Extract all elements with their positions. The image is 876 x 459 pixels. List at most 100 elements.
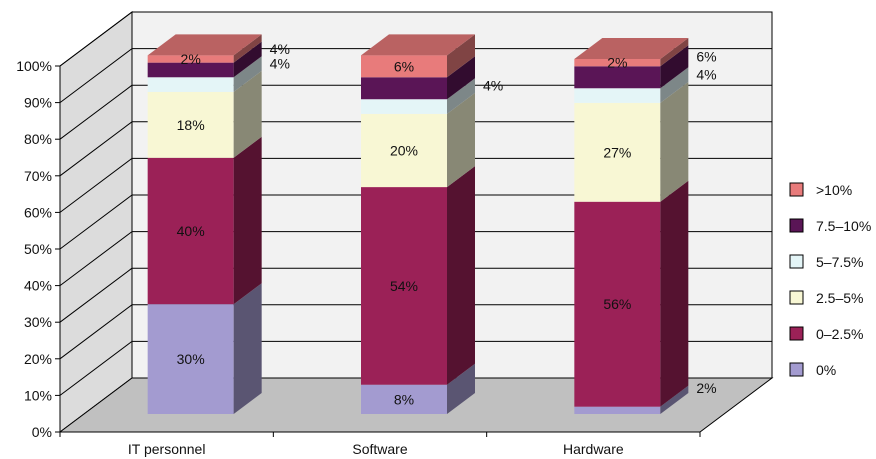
data-label: 27%: [603, 144, 631, 160]
bar-front: [147, 91, 234, 158]
y-tick-label: 60%: [24, 204, 52, 220]
bar-front: [147, 55, 234, 63]
legend-item: 5–7.5%: [789, 254, 863, 270]
bar-side: [660, 67, 689, 103]
bar-side: [447, 78, 475, 114]
data-label: 2%: [607, 55, 627, 71]
legend-label: 7.5–10%: [816, 218, 871, 234]
bar-front: [147, 62, 234, 78]
y-tick-label: 30%: [24, 314, 52, 330]
bar-side: [233, 34, 262, 63]
y-tick-label: 70%: [24, 168, 52, 184]
data-label: 2%: [696, 380, 716, 396]
bar-segment: [147, 56, 262, 92]
bar-side: [233, 56, 262, 92]
data-label: 20%: [390, 142, 418, 158]
gridline-side: [59, 267, 133, 323]
gridline-side: [59, 340, 133, 396]
category-label: Hardware: [563, 441, 624, 457]
bar-front: [574, 58, 661, 67]
bar-segment: [574, 37, 689, 67]
bar-side: [660, 180, 689, 407]
bar-segment: [361, 56, 475, 100]
bar-side: [447, 92, 475, 188]
bar-segment: [574, 385, 689, 414]
bar-side: [233, 136, 262, 305]
bar-front: [147, 77, 234, 92]
data-label: 18%: [177, 117, 205, 133]
bar-top: [361, 34, 475, 56]
data-label: 2%: [181, 51, 201, 67]
legend-item: >10%: [789, 182, 852, 198]
bar-front: [361, 384, 447, 414]
data-label: 30%: [177, 351, 205, 367]
gridline-side: [59, 304, 133, 360]
bar-side: [447, 166, 475, 385]
bar-side: [233, 41, 262, 78]
bar-segment: [147, 283, 262, 414]
legend-swatch: [789, 254, 804, 269]
legend-item: 7.5–10%: [789, 218, 871, 234]
category-label: Software: [352, 441, 407, 457]
bar-segment: [361, 363, 475, 414]
legend-label: 0%: [816, 362, 836, 378]
legend-swatch: [789, 290, 804, 305]
y-tick-label: 40%: [24, 278, 52, 294]
bar-top: [574, 37, 689, 59]
bar-top: [147, 34, 262, 56]
data-label: 4%: [696, 67, 716, 83]
legend-label: >10%: [816, 182, 852, 198]
legend-swatch: [789, 326, 804, 341]
legend-label: 0–2.5%: [816, 326, 863, 342]
bar-segment: [361, 34, 475, 78]
y-tick-label: 10%: [24, 387, 52, 403]
bar-front: [361, 187, 447, 385]
data-label: 4%: [270, 41, 290, 57]
bar-segment: [574, 45, 689, 89]
bar-front: [361, 77, 447, 100]
y-tick-label: 80%: [24, 131, 52, 147]
bar-front: [574, 406, 661, 414]
bar-side: [660, 81, 689, 202]
bar-front: [361, 113, 447, 188]
bar-segment: [147, 136, 262, 305]
gridline-side: [59, 231, 133, 287]
bar-segment: [574, 67, 689, 103]
bar-front: [574, 201, 661, 407]
bar-side: [660, 45, 689, 89]
legend-item: 0–2.5%: [789, 326, 863, 342]
bar-side: [660, 385, 689, 414]
legend-swatch: [789, 182, 804, 197]
legend-label: 5–7.5%: [816, 254, 863, 270]
bar-front: [574, 102, 661, 202]
data-labels: 30%40%18%4%4%2%8%54%20%4%6%2%56%27%4%6%2…: [177, 41, 717, 407]
gridline-side: [59, 84, 133, 140]
bar-side: [233, 70, 262, 158]
bar-segment: [574, 180, 689, 407]
data-label: 6%: [394, 58, 414, 74]
bar-side: [660, 37, 689, 67]
gridline-side: [59, 11, 133, 67]
y-tick-label: 50%: [24, 241, 52, 257]
data-label: 6%: [696, 48, 716, 64]
bar-segment: [361, 78, 475, 114]
legend-label: 2.5–5%: [816, 290, 863, 306]
bar-front: [574, 88, 661, 103]
legend-item: 2.5–5%: [789, 290, 863, 306]
legend-swatch: [789, 362, 804, 377]
bar-front: [574, 66, 661, 89]
bar-segment: [361, 166, 475, 385]
data-label: 54%: [390, 278, 418, 294]
bar-front: [361, 55, 447, 78]
data-label: 56%: [603, 296, 631, 312]
bar-front: [147, 157, 234, 305]
data-label: 8%: [394, 391, 414, 407]
gridline-side: [59, 157, 133, 213]
y-tick-label: 90%: [24, 95, 52, 111]
bars: [147, 34, 689, 414]
gridline-side: [59, 194, 133, 250]
y-tick-label: 0%: [32, 424, 52, 440]
data-label: 4%: [483, 78, 503, 94]
bar-segment: [147, 70, 262, 158]
